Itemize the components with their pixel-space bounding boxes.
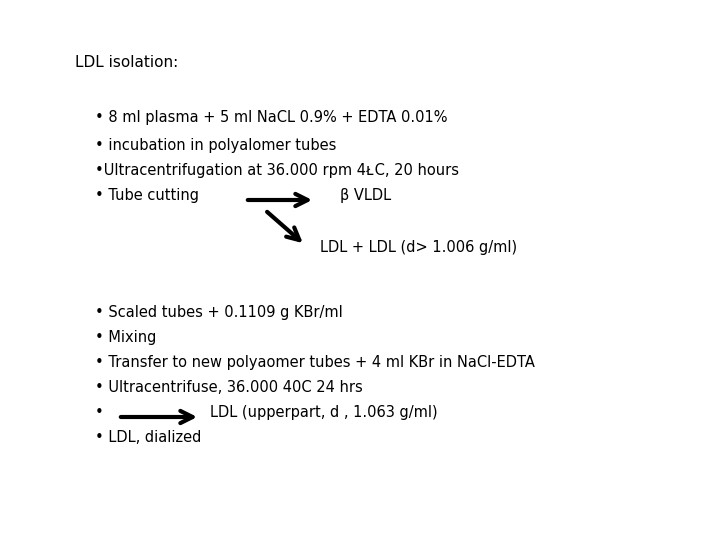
Text: • Transfer to new polyaomer tubes + 4 ml KBr in NaCl-EDTA: • Transfer to new polyaomer tubes + 4 ml… — [95, 355, 535, 370]
Text: LDL + LDL (d> 1.006 g/ml): LDL + LDL (d> 1.006 g/ml) — [320, 240, 517, 255]
Text: • Mixing: • Mixing — [95, 330, 156, 345]
Text: LDL (upperpart, d , 1.063 g/ml): LDL (upperpart, d , 1.063 g/ml) — [210, 405, 438, 420]
Text: • incubation in polyalomer tubes: • incubation in polyalomer tubes — [95, 138, 336, 153]
Text: LDL isolation:: LDL isolation: — [75, 55, 179, 70]
Text: β VLDL: β VLDL — [340, 188, 391, 203]
Text: • Scaled tubes + 0.1109 g KBr/ml: • Scaled tubes + 0.1109 g KBr/ml — [95, 305, 343, 320]
Text: • Tube cutting: • Tube cutting — [95, 188, 199, 203]
Text: • LDL, dialized: • LDL, dialized — [95, 430, 202, 445]
Text: •Ultracentrifugation at 36.000 rpm 4ᴌC, 20 hours: •Ultracentrifugation at 36.000 rpm 4ᴌC, … — [95, 163, 459, 178]
Text: • Ultracentrifuse, 36.000 40C 24 hrs: • Ultracentrifuse, 36.000 40C 24 hrs — [95, 380, 363, 395]
Text: •: • — [95, 405, 104, 420]
Text: • 8 ml plasma + 5 ml NaCL 0.9% + EDTA 0.01%: • 8 ml plasma + 5 ml NaCL 0.9% + EDTA 0.… — [95, 110, 448, 125]
